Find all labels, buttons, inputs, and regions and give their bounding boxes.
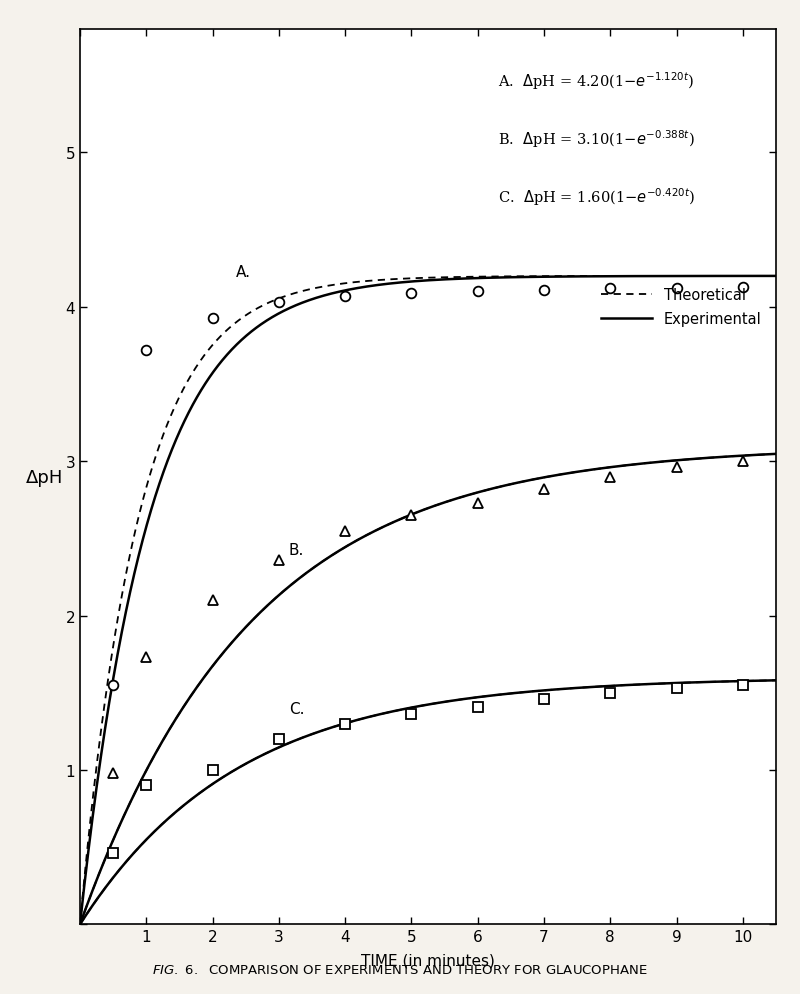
Y-axis label: ΔpH: ΔpH bbox=[26, 468, 63, 486]
Text: A.  $\Delta$pH = 4.20(1$-e^{-1.120t}$): A. $\Delta$pH = 4.20(1$-e^{-1.120t}$) bbox=[498, 70, 694, 91]
Text: B.  $\Delta$pH = 3.10(1$-e^{-0.388t}$): B. $\Delta$pH = 3.10(1$-e^{-0.388t}$) bbox=[498, 128, 694, 150]
Text: C.  $\Delta$pH = 1.60(1$-e^{-0.420t}$): C. $\Delta$pH = 1.60(1$-e^{-0.420t}$) bbox=[498, 187, 695, 208]
Legend: Theoretical, Experimental: Theoretical, Experimental bbox=[602, 287, 762, 326]
X-axis label: TIME (in minutes): TIME (in minutes) bbox=[361, 952, 495, 967]
Text: A.: A. bbox=[236, 264, 250, 279]
Text: B.: B. bbox=[289, 542, 304, 557]
Text: $\it{FIG.}$ $\it{6.}$  COMPARISON OF EXPERIMENTS AND THEORY FOR GLAUCOPHANE: $\it{FIG.}$ $\it{6.}$ COMPARISON OF EXPE… bbox=[152, 963, 648, 976]
Text: C.: C. bbox=[289, 701, 304, 716]
